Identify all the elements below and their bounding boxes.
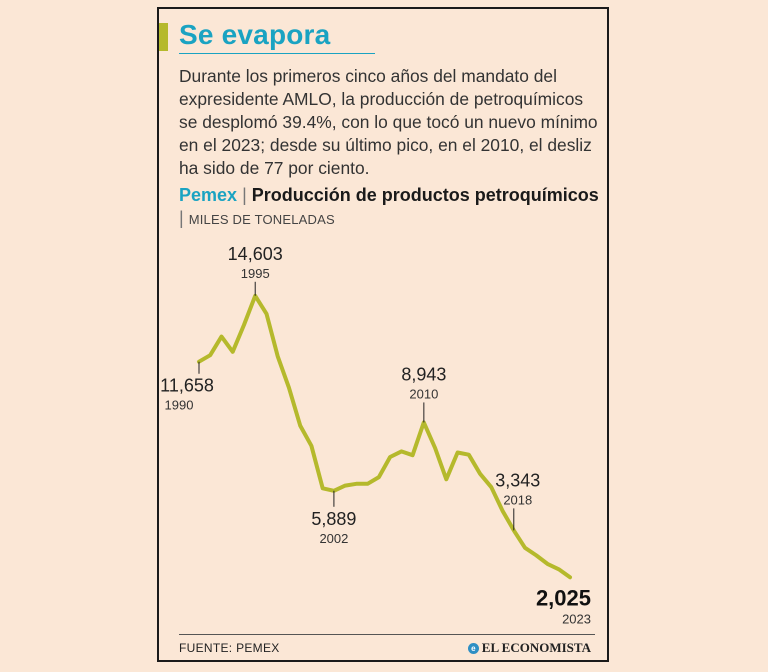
annotation-value-2010: 8,943 bbox=[401, 364, 446, 384]
annotation-year-1990: 1990 bbox=[165, 398, 194, 413]
footer-divider bbox=[179, 634, 595, 635]
annotation-value-2018: 3,343 bbox=[495, 470, 540, 490]
page-title: Se evapora bbox=[179, 19, 331, 50]
chart-title: Producción de productos petroquímicos bbox=[251, 185, 599, 205]
brand-logo: e EL ECONOMISTA bbox=[467, 640, 591, 656]
annotation-value-2023: 2,025 bbox=[536, 585, 591, 610]
annotation-year-2002: 2002 bbox=[319, 531, 348, 546]
line-chart: 11,658 1990 14,603 1995 5,889 2002 8,943 2010 3,… bbox=[160, 244, 591, 626]
annotation-year-2018: 2018 bbox=[503, 492, 532, 507]
annotation-value-2002: 5,889 bbox=[311, 509, 356, 529]
annotation-year-1995: 1995 bbox=[241, 266, 270, 281]
annotation-year-2023: 2023 bbox=[562, 611, 591, 626]
infographic-card: Se evapora Durante los primeros cinco añ… bbox=[157, 7, 609, 662]
annotation-value-1995: 14,603 bbox=[228, 244, 283, 264]
title-accent-bar bbox=[159, 23, 168, 51]
brand-name: EL ECONOMISTA bbox=[481, 640, 591, 655]
series-line bbox=[197, 293, 572, 580]
title-underline bbox=[179, 53, 375, 54]
chart-source-name: Pemex bbox=[179, 185, 238, 205]
source-note: FUENTE: PEMEX bbox=[179, 641, 280, 655]
chart-subtitle: Pemex | Producción de productos petroquí… bbox=[179, 184, 599, 231]
units-separator: | bbox=[179, 208, 184, 228]
description-text: Durante los primeros cinco años del mand… bbox=[179, 66, 598, 178]
chart-units: MILES DE TONELADAS bbox=[188, 212, 335, 227]
annotation-year-2010: 2010 bbox=[409, 386, 438, 401]
subtitle-separator: | bbox=[242, 185, 247, 205]
annotation-value-1990: 11,658 bbox=[160, 376, 214, 396]
brand-e-icon: e bbox=[467, 642, 479, 654]
